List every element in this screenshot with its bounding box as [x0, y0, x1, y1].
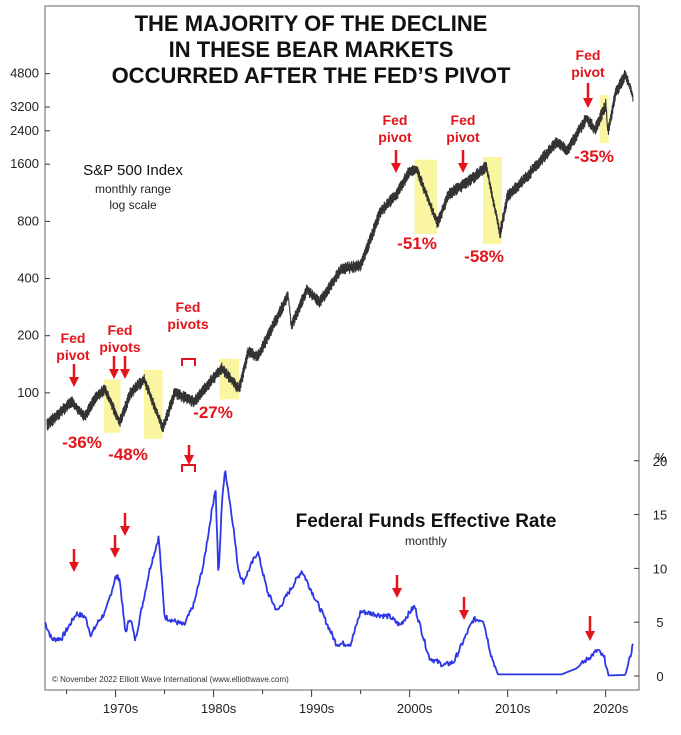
ff-ytick-label: 20	[653, 454, 667, 469]
svg-text:pivots: pivots	[99, 339, 140, 355]
svg-text:Fed: Fed	[576, 47, 601, 63]
pivot-label-2: Fed pivots	[99, 322, 140, 355]
svg-text:Fed: Fed	[108, 322, 133, 338]
decline-label-5: -58%	[464, 247, 504, 266]
decline-label-4: -51%	[397, 234, 437, 253]
fedfunds-pivot-arrows	[69, 445, 595, 641]
sp500-y-axis: 100 200 400 800 1600 2400 3200 4800	[10, 66, 50, 400]
sp500-sub-scale: log scale	[109, 198, 157, 212]
x-axis: 1970s 1980s 1990s 2000s 2010s 2020s	[66, 690, 629, 716]
copyright-note: © November 2022 Elliott Wave Internation…	[52, 675, 289, 684]
sp-ytick-label: 100	[17, 385, 39, 400]
sp-ytick-label: 1600	[10, 156, 39, 171]
fedfunds-unit: %	[655, 450, 667, 465]
svg-text:Fed: Fed	[176, 299, 201, 315]
decline-label-6: -35%	[574, 147, 614, 166]
x-tick-label: 2000s	[397, 701, 433, 716]
fedfunds-sub: monthly	[405, 534, 447, 548]
x-tick-label: 2020s	[593, 701, 629, 716]
sp-ytick-label: 4800	[10, 66, 39, 81]
sp-ytick-label: 200	[17, 328, 39, 343]
ff-bracket-1980	[181, 464, 196, 472]
plot-frame	[44, 5, 640, 691]
decline-label-3: -27%	[193, 403, 233, 422]
title-line-1: THE MAJORITY OF THE DECLINE	[135, 11, 488, 36]
decline-label-2: -48%	[108, 445, 148, 464]
pivot-label-5: Fed pivot	[446, 112, 480, 145]
pivot-label-3: Fed pivots	[167, 299, 208, 332]
highlight-box-6	[599, 95, 609, 144]
pivot-label-6: Fed pivot	[571, 47, 605, 80]
svg-text:pivot: pivot	[378, 129, 412, 145]
sp500-pivot-arrows	[69, 83, 593, 387]
pivot-label-4: Fed pivot	[378, 112, 412, 145]
svg-text:pivot: pivot	[446, 129, 480, 145]
x-tick-label: 1970s	[103, 701, 139, 716]
sp-ytick-label: 2400	[10, 123, 39, 138]
svg-text:pivots: pivots	[167, 316, 208, 332]
ff-ytick-label: 10	[653, 561, 667, 576]
sp-ytick-label: 400	[17, 271, 39, 286]
ff-ytick-label: 15	[653, 508, 667, 523]
pivot-label-1: Fed pivot	[56, 330, 90, 363]
sp-ytick-label: 800	[17, 213, 39, 228]
svg-text:Fed: Fed	[383, 112, 408, 128]
svg-text:Fed: Fed	[451, 112, 476, 128]
title-line-2: IN THESE BEAR MARKETS	[169, 37, 454, 62]
x-tick-label: 2010s	[495, 701, 531, 716]
svg-text:Fed: Fed	[61, 330, 86, 346]
x-tick-label: 1990s	[299, 701, 335, 716]
sp500-label: S&P 500 Index	[83, 162, 183, 179]
fedfunds-line	[44, 470, 634, 677]
decline-label-1: -36%	[62, 433, 102, 452]
svg-text:pivot: pivot	[56, 347, 90, 363]
ff-ytick-label: 0	[656, 669, 663, 684]
sp500-sub-range: monthly range	[95, 182, 171, 196]
title-line-3: OCCURRED AFTER THE FED’S PIVOT	[112, 63, 511, 88]
ff-ytick-label: 5	[656, 615, 663, 630]
fedfunds-y-axis: 0 5 10 15 20	[634, 454, 667, 684]
sp-ytick-label: 3200	[10, 99, 39, 114]
fedfunds-label: Federal Funds Effective Rate	[296, 511, 557, 532]
sp500-line	[46, 70, 634, 433]
x-tick-label: 1980s	[201, 701, 237, 716]
svg-text:pivot: pivot	[571, 64, 605, 80]
sp-bracket-1980	[181, 358, 196, 366]
